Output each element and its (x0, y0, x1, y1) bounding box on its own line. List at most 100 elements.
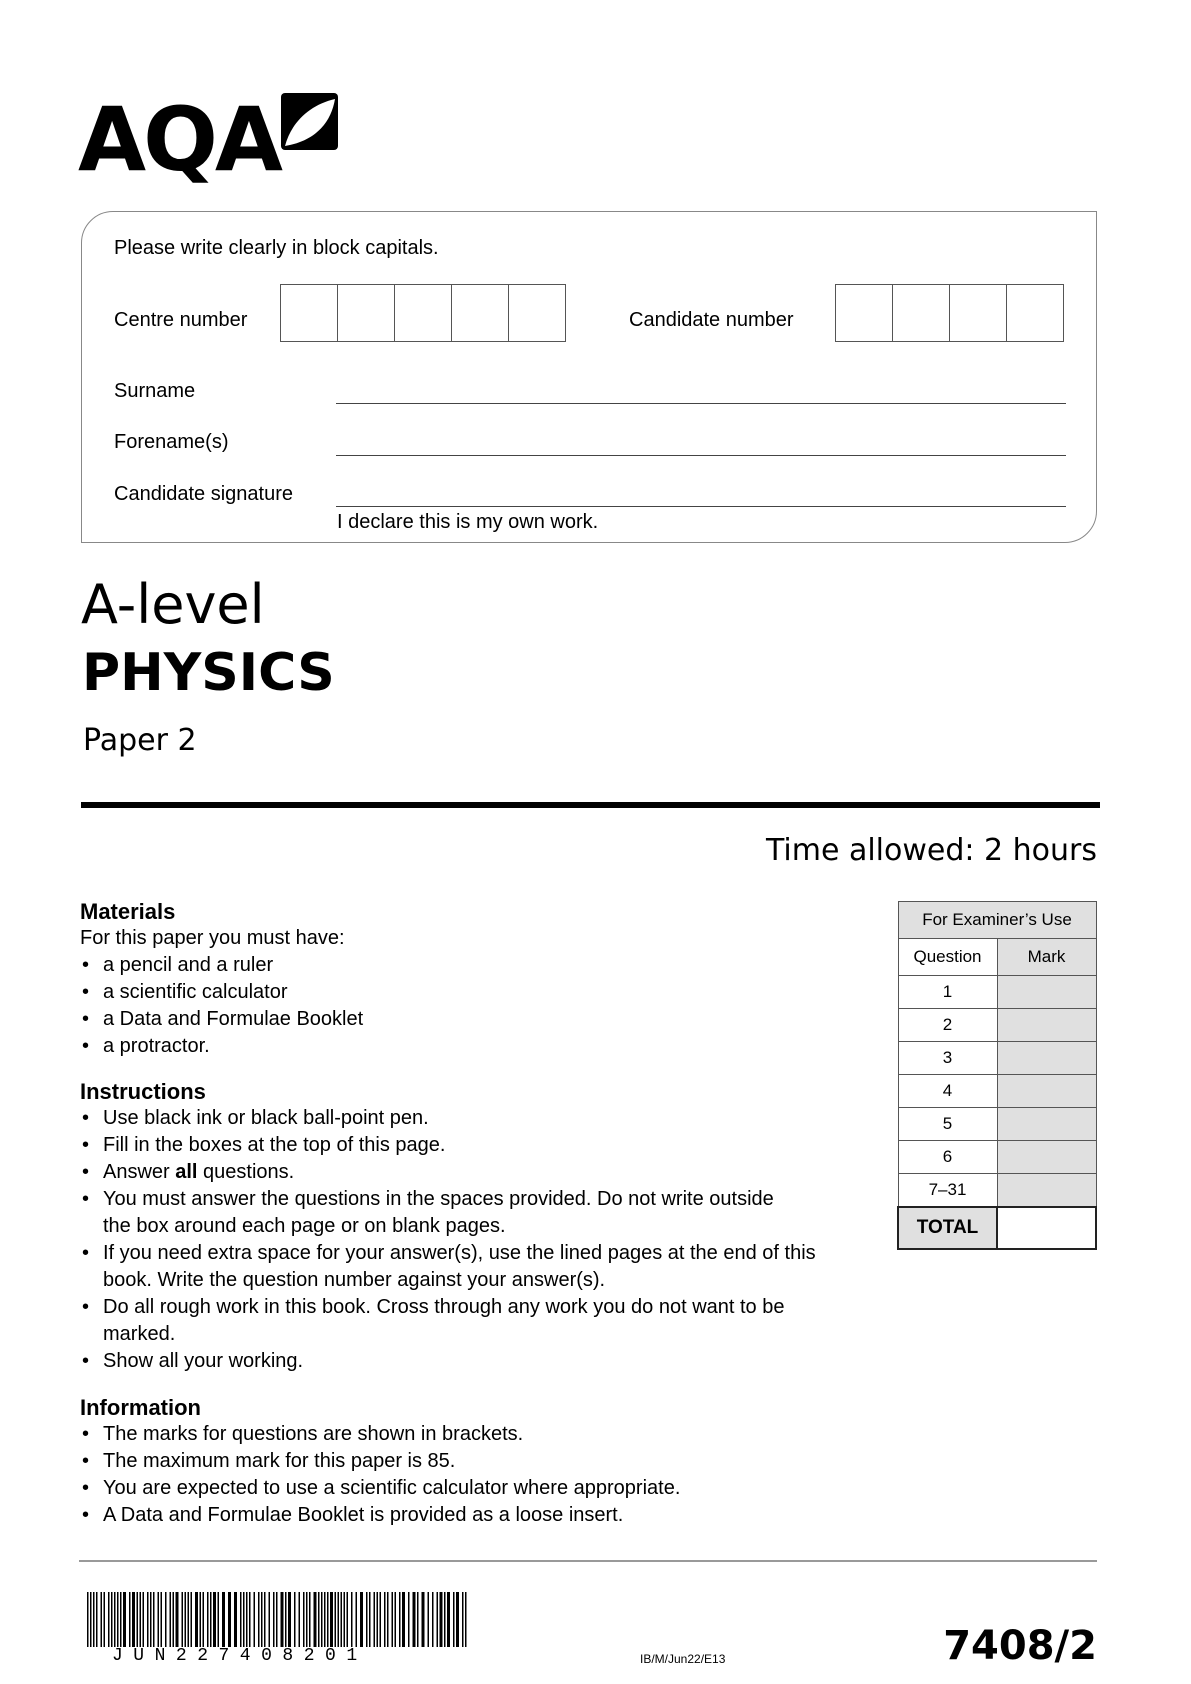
mark-cell[interactable] (996, 1074, 1097, 1108)
materials-item: a protractor. (80, 1033, 880, 1060)
barcode-bar (268, 1592, 270, 1647)
question-number: 5 (897, 1107, 998, 1141)
table-row: 4 (897, 1074, 1097, 1108)
information-heading: Information (80, 1395, 201, 1420)
barcode-bar (190, 1592, 192, 1647)
barcode-bar (444, 1592, 446, 1647)
barcode-bar (217, 1592, 219, 1647)
barcode-bar (337, 1592, 339, 1647)
instruction-item: Fill in the boxes at the top of this pag… (80, 1132, 870, 1159)
barcode-bar (114, 1592, 116, 1647)
barcode-bar (87, 1592, 89, 1647)
barcode-bar (93, 1592, 95, 1647)
barcode-bar (123, 1592, 126, 1647)
title-rule (81, 802, 1100, 808)
instruction-item: Answer all questions. (80, 1159, 870, 1186)
barcode-bar (294, 1592, 296, 1647)
barcode-bar (330, 1592, 333, 1647)
mark-cell[interactable] (996, 1041, 1097, 1075)
total-row: TOTAL (897, 1206, 1097, 1250)
question-number: 4 (897, 1074, 998, 1108)
mark-column-header: Mark (996, 938, 1097, 976)
barcode-bar (366, 1592, 368, 1647)
forenames-label: Forename(s) (114, 431, 229, 453)
barcode-bar (258, 1592, 260, 1647)
barcode-bar (157, 1592, 159, 1647)
mark-cell[interactable] (996, 975, 1097, 1009)
barcode-bar (306, 1592, 308, 1647)
barcode-bar (240, 1592, 242, 1647)
information-item: You are expected to use a scientific cal… (80, 1475, 880, 1502)
barcode-bar (246, 1592, 248, 1647)
leaf-square-icon (281, 93, 338, 150)
question-number: 7–31 (897, 1173, 998, 1208)
table-row: 3 (897, 1041, 1097, 1075)
barcode-bar (288, 1592, 291, 1647)
table-row: 1 (897, 975, 1097, 1009)
question-number: 6 (897, 1140, 998, 1174)
barcode-bar (175, 1592, 179, 1647)
instructions-heading: Instructions (80, 1079, 206, 1104)
instruction-emphasis: all (175, 1161, 198, 1183)
mark-cell[interactable] (996, 1107, 1097, 1141)
mark-cell[interactable] (996, 1140, 1097, 1174)
total-mark-cell[interactable] (996, 1206, 1097, 1250)
examiner-table-title: For Examiner’s Use (897, 901, 1097, 939)
barcode-bar (108, 1592, 110, 1647)
barcode-bar (432, 1592, 434, 1647)
reference-code: IB/M/Jun22/E13 (640, 1652, 726, 1666)
barcode-bar (456, 1592, 459, 1647)
barcode-bar (96, 1592, 98, 1647)
barcode-bar (153, 1592, 155, 1647)
barcode-bar (355, 1592, 357, 1647)
barcode-bar (150, 1592, 152, 1647)
barcode-bar (147, 1592, 149, 1647)
time-allowed: Time allowed: 2 hours (765, 833, 1097, 868)
barcode-bar (181, 1592, 183, 1647)
mark-cell[interactable] (996, 1008, 1097, 1042)
barcode-bar (391, 1592, 393, 1647)
barcode-bar (298, 1592, 300, 1647)
barcode-bar (387, 1592, 389, 1647)
form-instruction: Please write clearly in block capitals. (114, 237, 439, 259)
barcode-bar (421, 1592, 425, 1647)
barcode (87, 1592, 467, 1647)
paper-number: Paper 2 (83, 723, 197, 758)
barcode-bar (253, 1592, 255, 1647)
information-item: A Data and Formulae Booklet is provided … (80, 1502, 880, 1529)
barcode-bar (351, 1592, 353, 1647)
mark-cell[interactable] (996, 1173, 1097, 1208)
question-column-header: Question (897, 938, 998, 976)
barcode-bar (111, 1592, 113, 1647)
barcode-bar (184, 1592, 186, 1647)
barcode-bar (465, 1592, 467, 1647)
barcode-bar (243, 1592, 245, 1647)
candidate-details-box (81, 211, 1097, 543)
barcode-bar (276, 1592, 278, 1647)
barcode-bar (447, 1592, 450, 1647)
barcode-bar (412, 1592, 416, 1647)
table-row: 7–31 (897, 1173, 1097, 1208)
materials-section: Materials For this paper you must have: … (80, 898, 880, 1060)
instruction-text: questions. (197, 1161, 295, 1183)
barcode-bar (376, 1592, 378, 1647)
table-row: 6 (897, 1140, 1097, 1174)
candidate-number-boxes[interactable] (835, 284, 1064, 342)
materials-item: a scientific calculator (80, 979, 880, 1006)
instructions-section: Instructions Use black ink or black ball… (80, 1078, 870, 1375)
barcode-bar (103, 1592, 105, 1647)
barcode-bar (234, 1592, 237, 1647)
instruction-item: Use black ink or black ball-point pen. (80, 1105, 870, 1132)
signature-field[interactable] (336, 506, 1066, 507)
instruction-item: Do all rough work in this book. Cross th… (80, 1294, 823, 1348)
declaration-text: I declare this is my own work. (337, 511, 599, 533)
aqa-logo-text: AQA (78, 88, 283, 191)
centre-number-boxes[interactable] (280, 284, 566, 342)
instruction-text: Answer (103, 1161, 176, 1183)
barcode-bar (169, 1592, 171, 1647)
forenames-field[interactable] (336, 455, 1066, 456)
barcode-bar (439, 1592, 443, 1647)
barcode-bar (261, 1592, 263, 1647)
surname-field[interactable] (336, 403, 1066, 404)
information-item: The marks for questions are shown in bra… (80, 1421, 880, 1448)
